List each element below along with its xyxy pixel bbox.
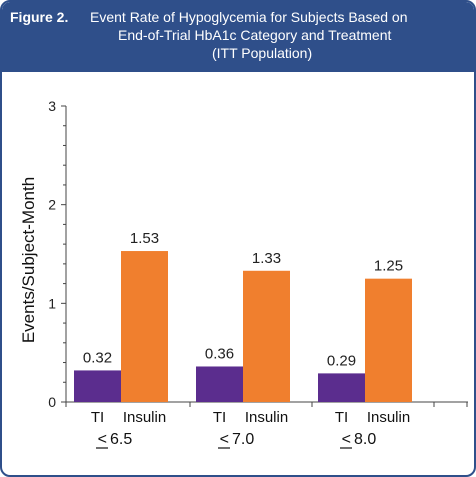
group-label-value: 6.5 (110, 431, 132, 448)
figure-title-line-2: End-of-Trial HbA1c Category and Treatmen… (118, 27, 392, 43)
bar-value-label: 1.33 (252, 250, 281, 267)
figure-title-line-3: (ITT Population) (212, 45, 313, 61)
bar-value-label: 1.53 (130, 230, 159, 247)
bar-category-label: TI (335, 409, 348, 426)
bar-ti (318, 373, 365, 402)
y-tick-label: 0 (48, 394, 56, 410)
figure-title-line-1: Event Rate of Hypoglycemia for Subjects … (90, 9, 408, 25)
y-tick-label: 1 (48, 295, 56, 311)
bar-value-label: 0.29 (327, 352, 356, 369)
figure-header: Figure 2. Event Rate of Hypoglycemia for… (2, 2, 474, 72)
bar-category-label: TI (91, 409, 104, 426)
group-label-value: 7.0 (232, 431, 254, 448)
bar-ti (74, 370, 121, 402)
figure-label: Figure 2. (10, 9, 69, 25)
bar-ti (196, 366, 243, 402)
bar-insulin (243, 270, 290, 402)
bar-category-label: Insulin (245, 409, 288, 426)
bar-insulin (121, 251, 168, 402)
bar-insulin (365, 278, 412, 402)
group-label-symbol: < (98, 431, 107, 448)
bar-value-label: 1.25 (374, 258, 403, 275)
group-label-symbol: < (342, 431, 351, 448)
bar-value-label: 0.36 (205, 345, 234, 362)
bar-category-label: TI (213, 409, 226, 426)
group-label-symbol: < (220, 431, 229, 448)
bar-category-label: Insulin (367, 409, 410, 426)
y-tick-label: 2 (48, 197, 56, 213)
bar-category-label: Insulin (123, 409, 166, 426)
bar-value-label: 0.32 (83, 349, 112, 366)
y-tick-label: 3 (48, 98, 56, 114)
y-axis-label: Events/Subject-Month (19, 177, 38, 343)
group-label-value: 8.0 (354, 431, 376, 448)
